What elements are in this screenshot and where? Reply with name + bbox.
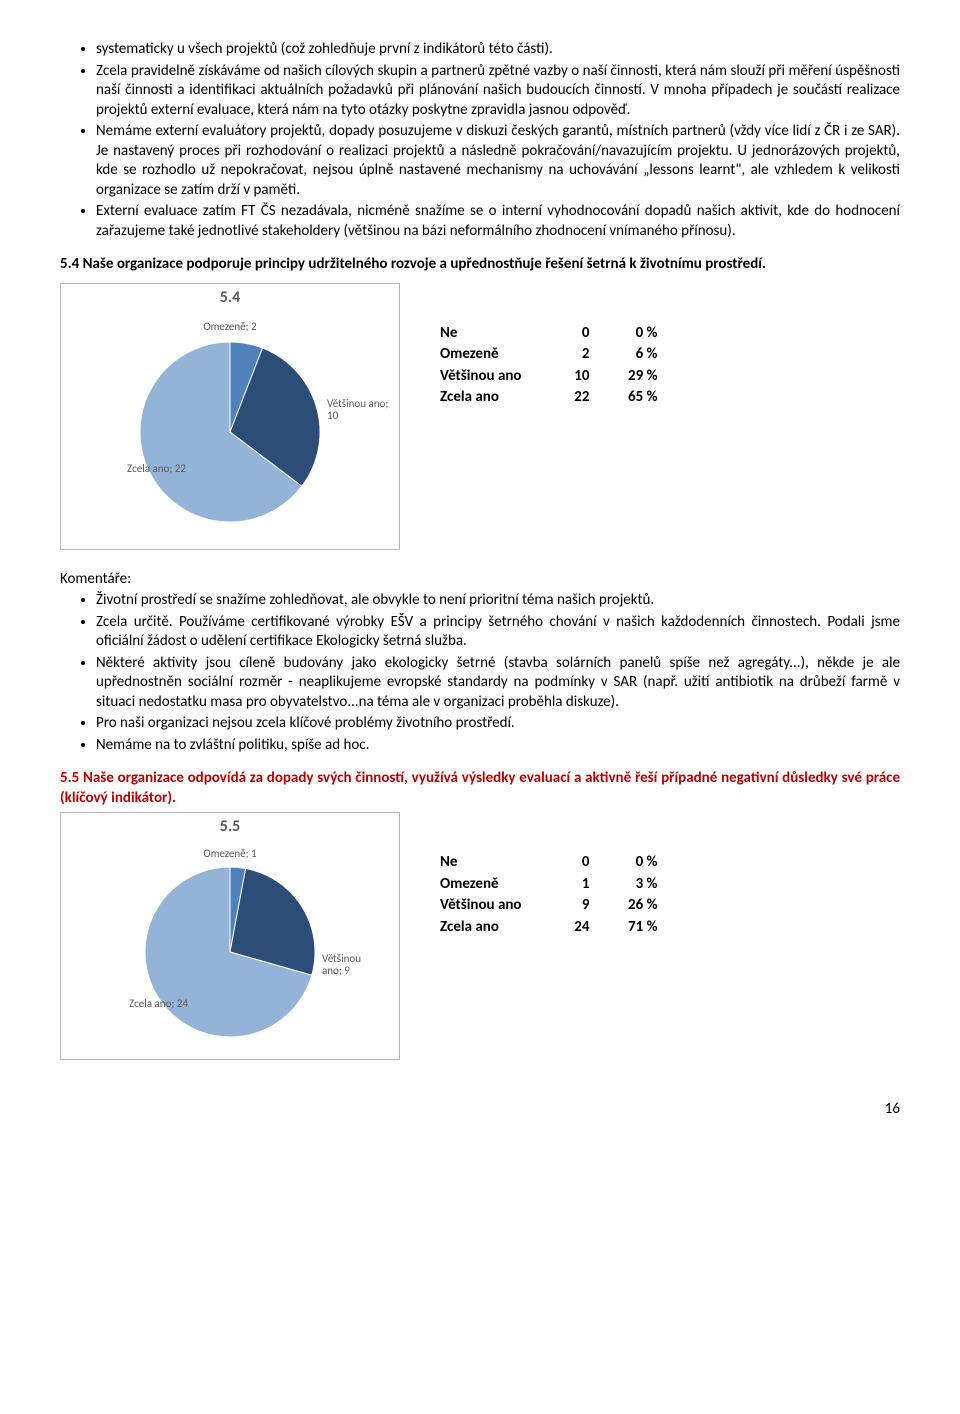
table-5-4: Ne00 % Omezeně26 % Většinou ano1029 % Zc… [440,283,666,409]
table-row: Omezeně13 % [440,874,666,896]
list-item: Nemáme externí evaluátory projektů, dopa… [96,122,900,200]
cell-label: Omezeně [440,344,530,366]
data-table-5-4: Ne00 % Omezeně26 % Většinou ano1029 % Zc… [440,323,666,409]
pie-5-4-svg: Omezeně; 2 Většinou ano;10 Zcela ano; 22 [67,312,393,532]
cell-pct: 3 % [598,874,666,896]
svg-text:Zcela ano; 24: Zcela ano; 24 [129,997,188,1010]
chart-5-4-title: 5.4 [67,288,393,309]
list-item: systematicky u všech projektů (což zohle… [96,40,900,60]
svg-text:Většinou ano;10: Většinou ano;10 [327,397,388,422]
cell-pct: 26 % [598,895,666,917]
section-5-4-row: 5.4 Omezeně; 2 Většinou ano;10 Zcela ano; … [60,283,900,550]
table-row: Omezeně26 % [440,344,666,366]
cell-pct: 6 % [598,344,666,366]
list-item: Životní prostředí se snažíme zohledňovat… [96,591,900,611]
pie-5-5-svg: Omezeně; 1 Většinouano; 9 Zcela ano; 24 [67,842,393,1042]
section-5-4-heading: 5.4 Naše organizace podporuje principy u… [60,255,900,275]
list-item: Zcela určitě. Používáme certifikované vý… [96,613,900,652]
list-item: Zcela pravidelně získáváme od našich cíl… [96,62,900,121]
table-row: Ne00 % [440,852,666,874]
svg-text:Zcela ano; 22: Zcela ano; 22 [127,462,186,475]
list-item: Pro naši organizaci nejsou zcela klíčové… [96,714,900,734]
table-row: Zcela ano2265 % [440,387,666,409]
cell-label: Ne [440,852,530,874]
cell-pct: 0 % [598,323,666,345]
cell-label: Zcela ano [440,387,530,409]
cell-pct: 71 % [598,917,666,939]
list-item: Některé aktivity jsou cíleně budovány ja… [96,654,900,713]
list-item: Nemáme na to zvláštní politiku, spíše ad… [96,736,900,756]
table-row: Zcela ano2471 % [440,917,666,939]
svg-text:Omezeně; 1: Omezeně; 1 [203,847,257,860]
table-row: Většinou ano926 % [440,895,666,917]
data-table-5-5: Ne00 % Omezeně13 % Většinou ano926 % Zce… [440,852,666,938]
bullets-mid-list: Životní prostředí se snažíme zohledňovat… [60,591,900,755]
page-number: 16 [60,1100,900,1120]
svg-text:Omezeně; 2: Omezeně; 2 [203,320,257,333]
cell-count: 2 [530,344,598,366]
cell-count: 0 [530,852,598,874]
cell-label: Zcela ano [440,917,530,939]
cell-count: 10 [530,366,598,388]
cell-pct: 29 % [598,366,666,388]
cell-label: Ne [440,323,530,345]
cell-pct: 0 % [598,852,666,874]
cell-count: 9 [530,895,598,917]
cell-label: Omezeně [440,874,530,896]
svg-text:Většinouano; 9: Většinouano; 9 [322,952,361,977]
section-5-5-row: 5.5 Omezeně; 1 Většinouano; 9 Zcela ano; 2… [60,812,900,1059]
cell-count: 0 [530,323,598,345]
cell-label: Většinou ano [440,366,530,388]
cell-count: 22 [530,387,598,409]
table-5-5: Ne00 % Omezeně13 % Většinou ano926 % Zce… [440,812,666,938]
table-row: Většinou ano1029 % [440,366,666,388]
cell-count: 1 [530,874,598,896]
komentare-label: Komentáře: [60,570,900,590]
chart-5-5: 5.5 Omezeně; 1 Většinouano; 9 Zcela ano; 2… [60,812,400,1059]
chart-5-5-title: 5.5 [67,817,393,838]
section-5-5-heading: 5.5 Naše organizace odpovídá za dopady s… [60,769,900,808]
cell-pct: 65 % [598,387,666,409]
list-item: Externí evaluace zatím FT ČS nezadávala,… [96,202,900,241]
cell-label: Většinou ano [440,895,530,917]
cell-count: 24 [530,917,598,939]
bullets-top-list: systematicky u všech projektů (což zohle… [60,40,900,241]
chart-5-4: 5.4 Omezeně; 2 Většinou ano;10 Zcela ano; … [60,283,400,550]
table-row: Ne00 % [440,323,666,345]
